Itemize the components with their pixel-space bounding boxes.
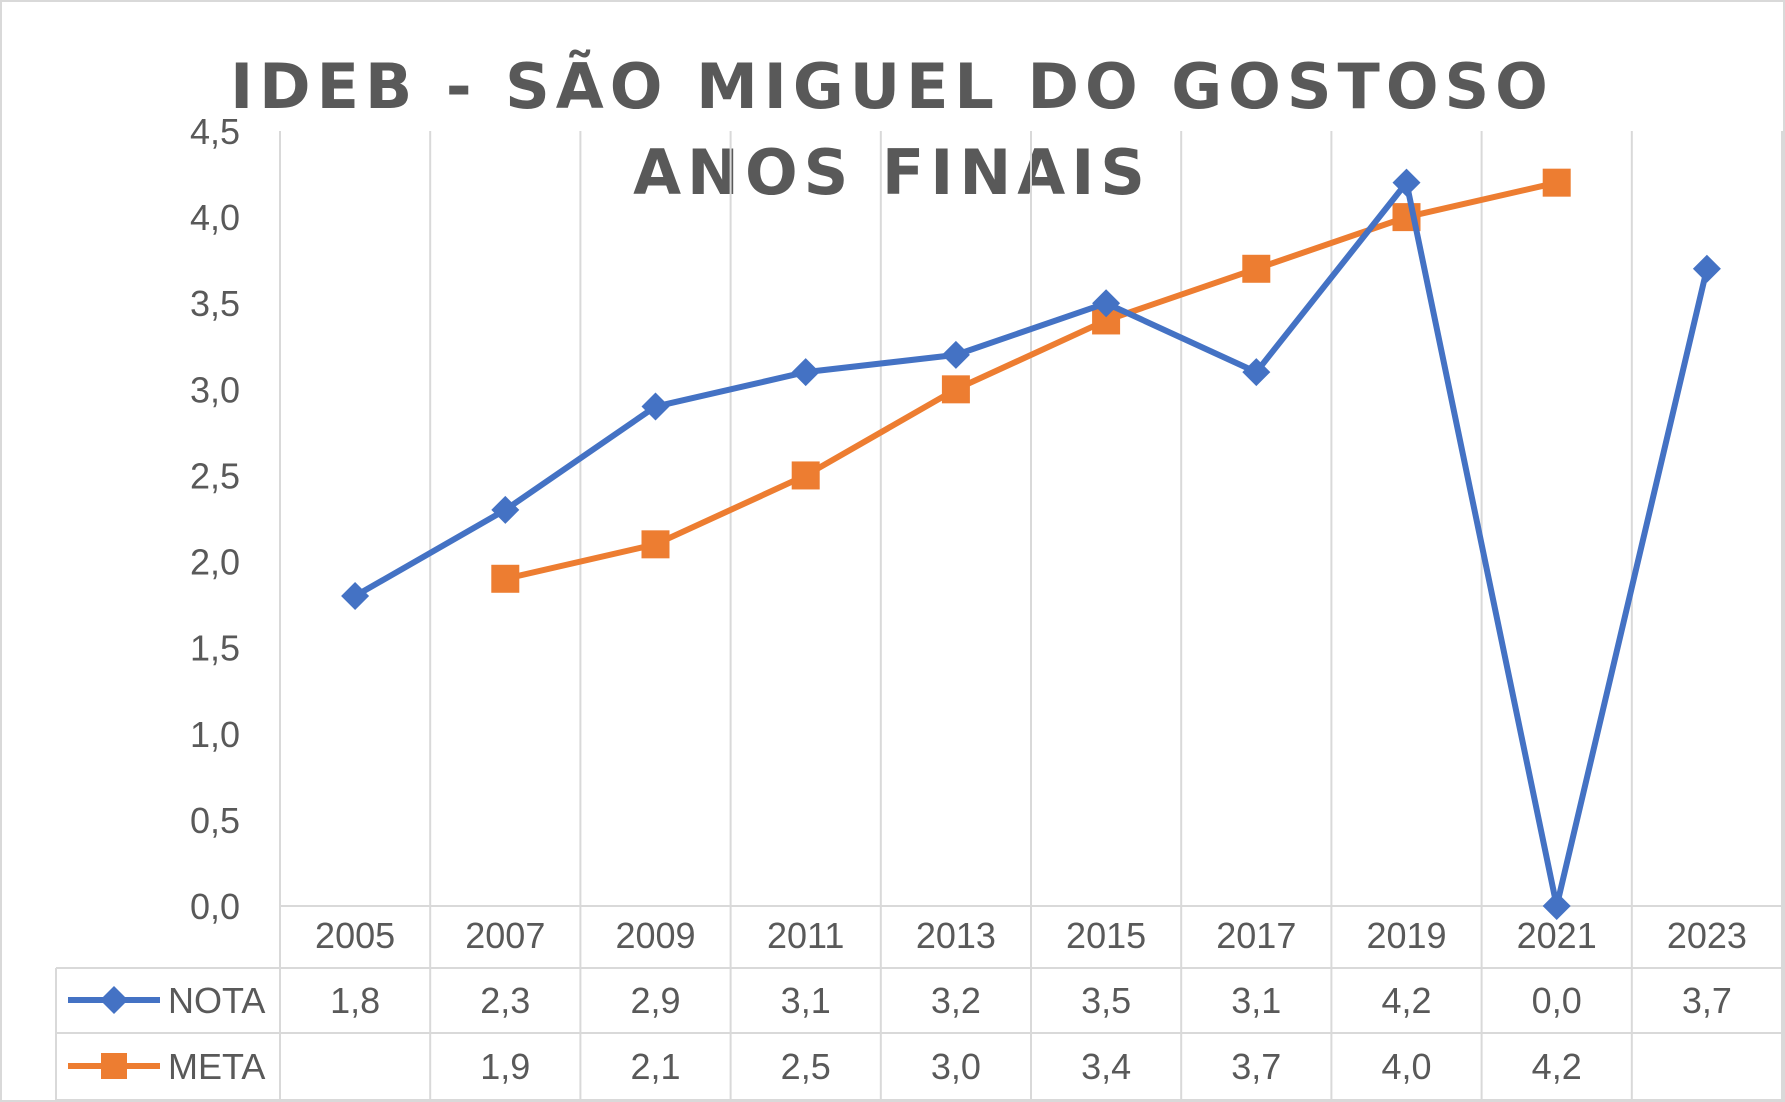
table-cell: 2,3 — [480, 980, 530, 1021]
gridlines — [55, 131, 1783, 1101]
data-point-nota — [491, 495, 520, 524]
table-cell: 3,1 — [781, 980, 831, 1021]
y-tick-label: 2,5 — [190, 455, 240, 496]
y-tick-label: 3,0 — [190, 369, 240, 410]
data-point-nota — [1392, 168, 1421, 197]
table-cell: 1,9 — [480, 1046, 530, 1087]
x-tick-label: 2023 — [1667, 915, 1747, 956]
data-table: NOTA 1,8 2,3 2,9 3,1 3,2 3,5 3,1 4,2 0,0 3,7 META 1,… — [68, 980, 1732, 1087]
data-point-meta — [641, 530, 670, 559]
data-point-nota — [641, 392, 670, 421]
table-cell: 3,5 — [1081, 980, 1131, 1021]
y-axis: 0,0 0,5 1,0 1,5 2,0 2,5 3,0 3,5 4,0 4,5 2005 2007 20… — [190, 111, 1747, 956]
data-point-meta — [791, 461, 820, 490]
table-cell: 0,0 — [1532, 980, 1582, 1021]
table-cell: 3,1 — [1231, 980, 1281, 1021]
table-cell: 2,5 — [781, 1046, 831, 1087]
data-point-meta — [1542, 168, 1571, 197]
chart-title: IDEB - SÃO MIGUEL DO GOSTOSO — [230, 50, 1554, 123]
legend-key-nota — [100, 986, 128, 1014]
table-cell: 3,7 — [1682, 980, 1732, 1021]
table-cell: 2,9 — [630, 980, 680, 1021]
table-row-label: META — [168, 1046, 265, 1087]
y-tick-label: 0,0 — [190, 886, 240, 927]
data-point-nota — [941, 340, 970, 369]
data-point-nota — [1092, 289, 1121, 318]
table-cell: 4,2 — [1381, 980, 1431, 1021]
table-cell: 4,2 — [1532, 1046, 1582, 1087]
x-tick-label: 2013 — [916, 915, 996, 956]
x-tick-label: 2005 — [315, 915, 395, 956]
table-cell: 3,7 — [1231, 1046, 1281, 1087]
legend-key-meta — [101, 1053, 127, 1079]
data-point-meta — [1242, 254, 1271, 283]
y-tick-label: 2,0 — [190, 542, 240, 583]
data-point-nota — [1692, 254, 1721, 283]
x-tick-label: 2021 — [1517, 915, 1597, 956]
table-cell: 2,1 — [630, 1046, 680, 1087]
data-point-nota — [341, 582, 370, 610]
plot-area — [341, 168, 1721, 920]
y-tick-label: 0,5 — [190, 800, 240, 841]
data-point-meta — [941, 375, 970, 404]
data-point-nota — [1542, 892, 1571, 920]
series-line-meta — [504, 179, 1558, 582]
table-cell: 3,2 — [931, 980, 981, 1021]
x-tick-label: 2011 — [767, 915, 844, 956]
x-tick-label: 2017 — [1216, 915, 1296, 956]
table-cell: 4,0 — [1381, 1046, 1431, 1087]
y-tick-label: 3,5 — [190, 283, 240, 324]
table-cell: 3,4 — [1081, 1046, 1131, 1087]
table-cell: 3,0 — [931, 1046, 981, 1087]
y-tick-label: 4,5 — [190, 111, 240, 152]
y-tick-label: 1,5 — [190, 628, 240, 669]
y-tick-label: 1,0 — [190, 714, 240, 755]
data-point-meta — [491, 564, 520, 593]
x-tick-label: 2019 — [1366, 915, 1446, 956]
x-tick-label: 2007 — [465, 915, 545, 956]
data-point-nota — [1242, 358, 1271, 387]
x-tick-label: 2009 — [615, 915, 695, 956]
y-tick-label: 4,0 — [190, 197, 240, 238]
table-cell: 1,8 — [330, 980, 380, 1021]
table-row-label: NOTA — [168, 980, 265, 1021]
x-tick-label: 2015 — [1066, 915, 1146, 956]
data-point-nota — [791, 358, 820, 387]
series-line-nota — [353, 179, 1710, 909]
chart-subtitle: ANOS FINAIS — [633, 136, 1151, 209]
